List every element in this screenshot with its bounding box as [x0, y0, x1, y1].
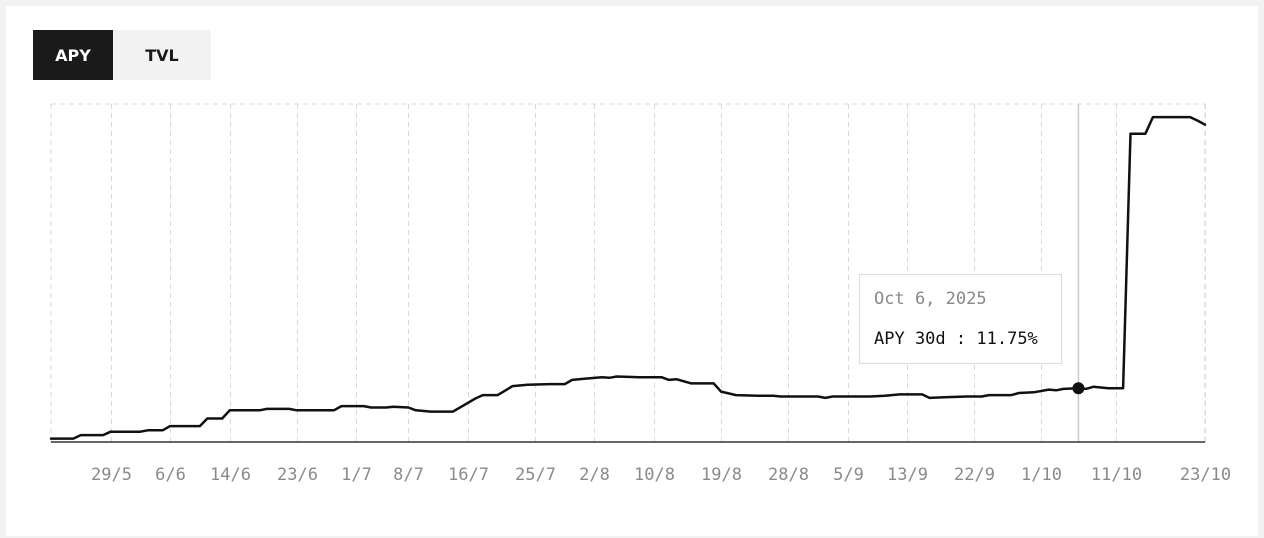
- x-tick-label: 19/8: [701, 465, 742, 485]
- x-tick-label: 29/5: [91, 465, 132, 485]
- x-tick-label: 23/6: [277, 465, 318, 485]
- tooltip-value: APY 30d : 11.75%: [874, 329, 1038, 349]
- highlight-point[interactable]: [1072, 382, 1085, 395]
- series-layer: [49, 115, 1207, 440]
- x-tick-label: 13/9: [887, 465, 928, 485]
- tooltip-date: Oct 6, 2025: [874, 289, 987, 309]
- tab-apy[interactable]: APY: [33, 30, 113, 80]
- x-tick-labels: 29/5 6/6 14/6 23/6 1/7 8/7 16/7 25/7 2/8 10/8 19/8…: [91, 465, 1231, 485]
- x-tick-label: 22/9: [954, 465, 995, 485]
- x-tick-label: 1/7: [341, 465, 372, 485]
- tab-tvl[interactable]: TVL: [113, 30, 211, 80]
- x-tick-label: 14/6: [210, 465, 251, 485]
- x-tick-label: 10/8: [634, 465, 675, 485]
- grid-lines: [50, 103, 1206, 442]
- chart-card: [6, 6, 1258, 536]
- series-line-apy-30d: [49, 115, 1207, 440]
- x-tick-label: 2/8: [579, 465, 610, 485]
- x-tick-label: 23/10: [1180, 465, 1231, 485]
- x-tick-label: 25/7: [515, 465, 556, 485]
- x-tick-label: 1/10: [1021, 465, 1062, 485]
- x-tick-label: 16/7: [448, 465, 489, 485]
- x-tick-label: 6/6: [155, 465, 186, 485]
- x-tick-label: 11/10: [1091, 465, 1142, 485]
- tooltip-metric: APY 30d: [874, 329, 946, 349]
- x-tick-label: 8/7: [393, 465, 424, 485]
- metric-tabs: APY TVL: [33, 30, 211, 80]
- x-tick-label: 5/9: [833, 465, 864, 485]
- x-tick-label: 28/8: [768, 465, 809, 485]
- chart-tooltip: Oct 6, 2025 APY 30d : 11.75%: [859, 274, 1062, 364]
- tooltip-metric-value: 11.75%: [976, 329, 1038, 349]
